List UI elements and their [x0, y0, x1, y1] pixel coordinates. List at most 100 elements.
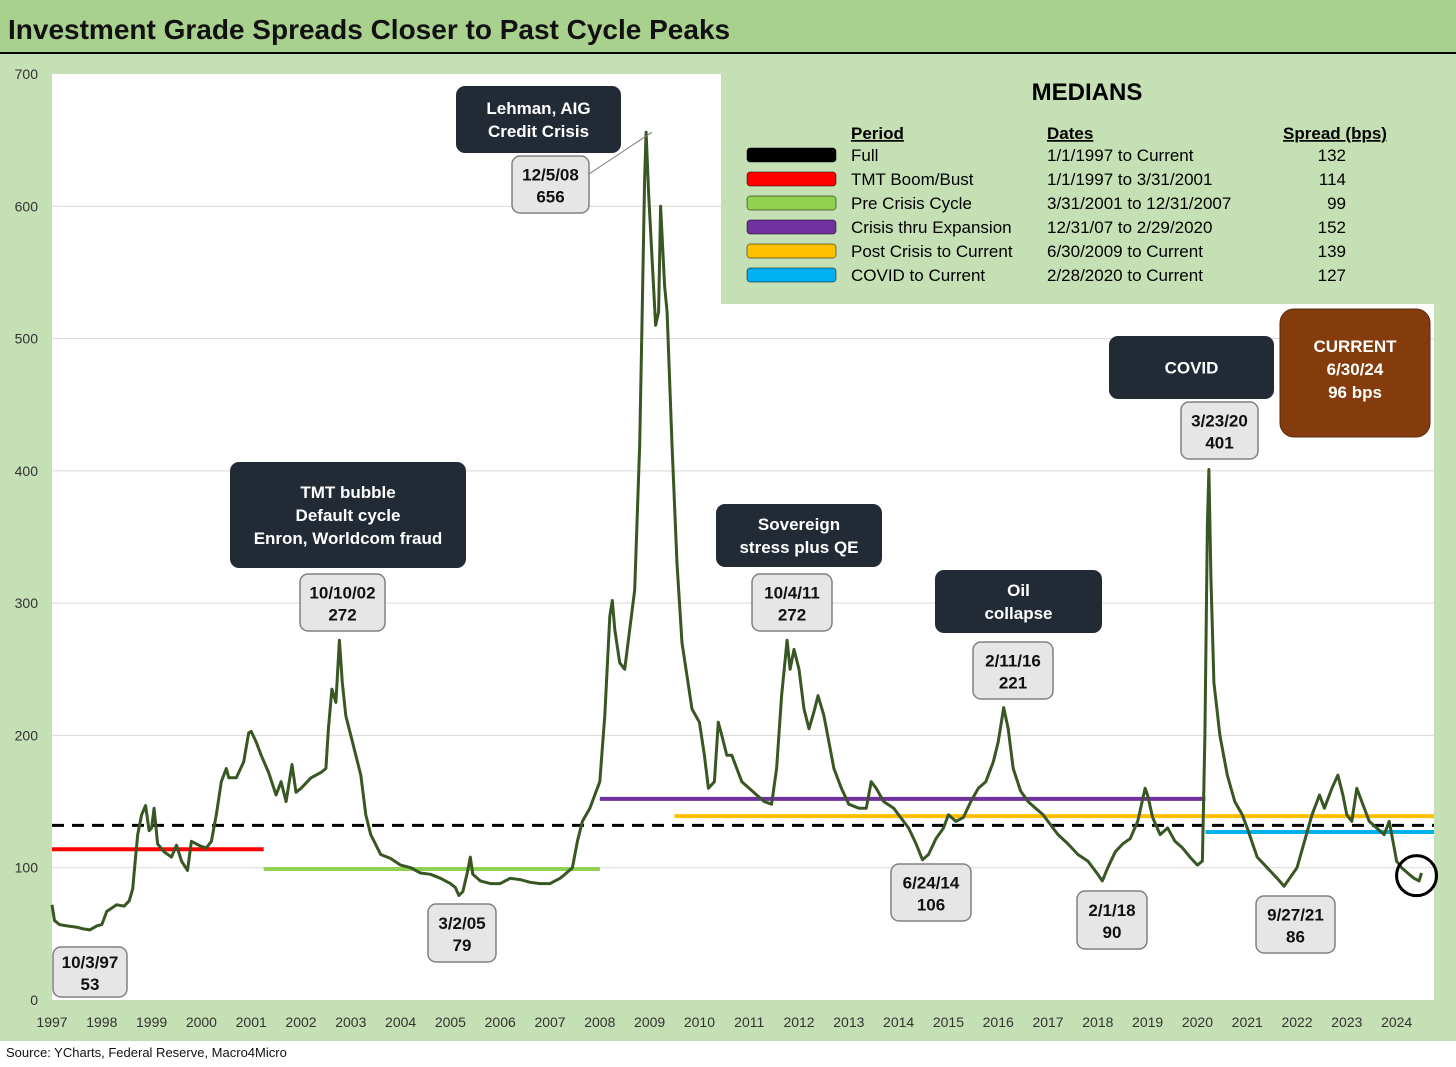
point-label-date: 9/27/21 [1267, 906, 1324, 925]
y-tick-label: 200 [15, 727, 39, 743]
point-label-date: 6/24/14 [903, 874, 960, 893]
x-tick-label: 1997 [36, 1014, 67, 1030]
swatch-postcrisis [746, 243, 837, 259]
event-box-text: Enron, Worldcom fraud [254, 529, 443, 548]
point-label-date: 3/23/20 [1191, 412, 1248, 431]
x-tick-label: 2000 [186, 1014, 217, 1030]
spread-crisis: 152 [1318, 218, 1346, 237]
x-tick-label: 2014 [883, 1014, 914, 1030]
current-marker-circle [1395, 854, 1439, 898]
spread-postcrisis: 139 [1318, 242, 1346, 261]
point-label-box [1076, 890, 1148, 950]
x-tick-label: 2010 [684, 1014, 715, 1030]
x-tick-label: 2007 [534, 1014, 565, 1030]
event-box-text: collapse [984, 604, 1052, 623]
swatch-covid [746, 267, 837, 283]
x-tick-label: 2020 [1182, 1014, 1213, 1030]
point-label-value: 272 [778, 606, 806, 625]
header-period: Period [851, 124, 904, 143]
spread-full: 132 [1318, 146, 1346, 165]
spread-precrisis: 99 [1327, 194, 1346, 213]
x-tick-label: 2016 [983, 1014, 1014, 1030]
x-tick-label: 2023 [1331, 1014, 1362, 1030]
event-box [456, 86, 621, 153]
point-label-box [1255, 895, 1336, 954]
event-box-text: COVID [1165, 359, 1219, 378]
x-tick-label: 2015 [933, 1014, 964, 1030]
dates-crisis: 12/31/07 to 2/29/2020 [1047, 218, 1212, 237]
period-precrisis: Pre Crisis Cycle [851, 194, 972, 213]
point-label-value: 272 [328, 606, 356, 625]
x-tick-label: 2012 [783, 1014, 814, 1030]
x-tick-label: 2005 [435, 1014, 466, 1030]
x-tick-label: 1998 [86, 1014, 117, 1030]
x-tick-label: 2017 [1032, 1014, 1063, 1030]
x-tick-label: 2008 [584, 1014, 615, 1030]
medians-panel [721, 74, 1434, 304]
event-box [935, 570, 1102, 633]
point-label-value: 79 [453, 936, 472, 955]
spread-covid: 127 [1318, 266, 1346, 285]
point-label-date: 10/3/97 [62, 953, 119, 972]
chart-area: 0 100 200 300 400 500 600 700 1997 1998 1999 2000 2… [0, 54, 1456, 1041]
y-tick-label: 600 [15, 198, 39, 214]
medians-table: MEDIANS Period Dates Spread (bps) Full 1/1/19… [721, 74, 1434, 304]
source-note: Source: YCharts, Federal Reserve, Macro4… [6, 1045, 287, 1060]
event-box [230, 462, 466, 568]
x-tick-label: 2002 [285, 1014, 316, 1030]
swatch-tmt [746, 171, 837, 187]
swatch-full [746, 147, 837, 163]
series-layer [50, 130, 1423, 932]
point-label-box [511, 155, 590, 214]
point-label-box [52, 946, 128, 998]
dates-precrisis: 3/31/2001 to 12/31/2007 [1047, 194, 1231, 213]
period-full: Full [851, 146, 878, 165]
x-tick-label: 2011 [734, 1014, 764, 1030]
point-label-date: 3/2/05 [438, 914, 485, 933]
swatch-crisis [746, 219, 837, 235]
x-tick-label: 2019 [1132, 1014, 1163, 1030]
event-box [716, 504, 882, 567]
point-label-date: 2/1/18 [1088, 901, 1135, 920]
point-label-date: 10/10/02 [309, 584, 375, 603]
x-tick-label: 2003 [335, 1014, 366, 1030]
point-label-value: 53 [81, 975, 100, 994]
title-divider [0, 52, 1456, 54]
event-box-text: Oil [1007, 581, 1030, 600]
x-tick-label: 2009 [634, 1014, 665, 1030]
y-tick-label: 500 [15, 331, 39, 347]
spread-chart: 0 100 200 300 400 500 600 700 1997 1998 1999 2000 2… [15, 66, 1439, 1030]
y-tick-label: 700 [15, 66, 39, 82]
dates-tmt: 1/1/1997 to 3/31/2001 [1047, 170, 1212, 189]
event-box-text: TMT bubble [300, 483, 395, 502]
y-tick-label: 100 [15, 860, 39, 876]
current-box-text: 96 bps [1328, 383, 1382, 402]
medians-title: MEDIANS [1032, 79, 1143, 106]
y-tick-label: 400 [15, 463, 39, 479]
point-label-box [1180, 401, 1259, 460]
y-axis-ticks: 0 100 200 300 400 500 600 700 [15, 66, 39, 1008]
x-tick-label: 2006 [485, 1014, 516, 1030]
period-crisis: Crisis thru Expansion [851, 218, 1012, 237]
point-label-value: 656 [536, 188, 564, 207]
point-label-box [972, 641, 1054, 700]
dates-postcrisis: 6/30/2009 to Current [1047, 242, 1203, 261]
event-box [1109, 336, 1274, 399]
point-label-value: 106 [917, 896, 945, 915]
point-label-value: 90 [1103, 923, 1122, 942]
point-label-value: 221 [999, 674, 1027, 693]
point-label-box [427, 903, 497, 963]
x-tick-label: 2022 [1281, 1014, 1312, 1030]
header-spread: Spread (bps) [1283, 124, 1387, 143]
y-tick-label: 0 [30, 992, 38, 1008]
x-tick-label: 2018 [1082, 1014, 1113, 1030]
x-tick-label: 1999 [136, 1014, 167, 1030]
current-box [1279, 308, 1431, 438]
current-box-text: 6/30/24 [1327, 360, 1384, 379]
annotations: 10/3/97 53 10/10/02 272 3/2/05 79 12/5/08 656 10… [52, 86, 1439, 998]
spread-tmt: 114 [1319, 170, 1346, 189]
event-box-text: Credit Crisis [488, 122, 589, 141]
dates-full: 1/1/1997 to Current [1047, 146, 1194, 165]
point-label-box [890, 863, 972, 922]
event-box-text: stress plus QE [739, 538, 858, 557]
